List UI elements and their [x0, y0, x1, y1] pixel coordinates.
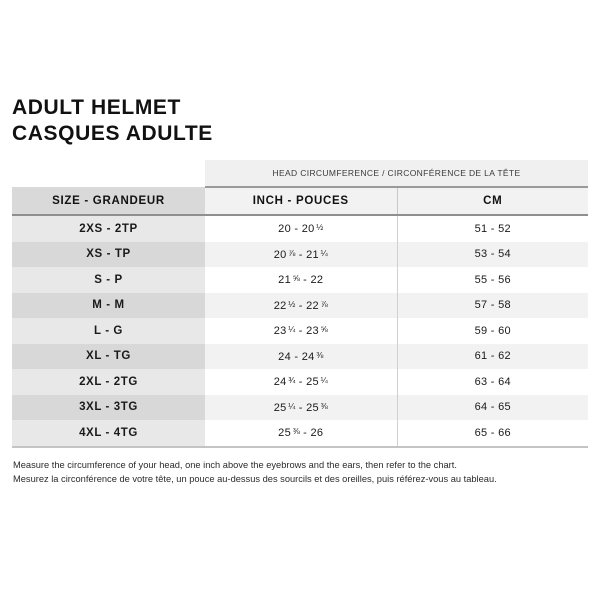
cell-inch: 20 ⅞ - 21 ¼ — [205, 241, 397, 267]
cell-size: XS - TP — [12, 241, 205, 267]
table-row: M - M 22 ½ - 22 ⅞ 57 - 58 — [12, 292, 588, 318]
table-row: XS - TP 20 ⅞ - 21 ¼ 53 - 54 — [12, 241, 588, 267]
table-row: 4XL - 4TG 25 ⅜ - 26 65 - 66 — [12, 420, 588, 448]
cell-inch: 21 ⅝ - 22 — [205, 267, 397, 293]
table-row: 3XL - 3TG 25 ¼ - 25 ⅜ 64 - 65 — [12, 394, 588, 420]
cell-size: 2XS - 2TP — [12, 215, 205, 242]
size-chart-table: HEAD CIRCUMFERENCE / CIRCONFÉRENCE DE LA… — [12, 160, 588, 448]
cell-cm: 55 - 56 — [396, 267, 588, 293]
cell-inch: 22 ½ - 22 ⅞ — [205, 292, 397, 318]
cell-inch: 25 ¼ - 25 ⅜ — [205, 394, 397, 420]
cell-cm: 63 - 64 — [396, 369, 588, 395]
cell-cm: 57 - 58 — [396, 292, 588, 318]
title-line-fr: CASQUES ADULTE — [12, 122, 213, 145]
cell-cm: 51 - 52 — [396, 215, 588, 242]
column-header-inch: INCH - POUCES — [205, 187, 397, 216]
column-header-cm: CM — [396, 187, 588, 216]
footnote-line-en: Measure the circumference of your head, … — [13, 460, 457, 470]
cell-size: M - M — [12, 292, 205, 318]
table-group-header-row: HEAD CIRCUMFERENCE / CIRCONFÉRENCE DE LA… — [12, 160, 588, 188]
footnote: Measure the circumference of your head, … — [13, 459, 589, 486]
cell-inch: 20 - 20 ½ — [205, 215, 397, 242]
cell-cm: 59 - 60 — [396, 318, 588, 344]
footnote-line-fr: Mesurez la circonférence de votre tête, … — [13, 473, 497, 484]
table-row: XL - TG 24 - 24 ⅜ 61 - 62 — [12, 343, 588, 369]
table-row: L - G 23 ¼ - 23 ⅝ 59 - 60 — [12, 318, 588, 344]
table-row: S - P 21 ⅝ - 22 55 - 56 — [12, 267, 588, 293]
cell-inch: 24 ¾ - 25 ¼ — [205, 369, 397, 395]
table-row: 2XS - 2TP 20 - 20 ½ 51 - 52 — [12, 215, 588, 242]
group-header-spacer — [12, 160, 205, 187]
cell-inch: 24 - 24 ⅜ — [205, 343, 397, 369]
table-column-header-row: SIZE - GRANDEUR INCH - POUCES CM — [12, 187, 588, 216]
cell-size: XL - TG — [12, 343, 205, 369]
group-header-head-circumference: HEAD CIRCUMFERENCE / CIRCONFÉRENCE DE LA… — [205, 160, 588, 188]
cell-cm: 61 - 62 — [396, 343, 588, 369]
cell-size: 3XL - 3TG — [12, 394, 205, 420]
column-header-size: SIZE - GRANDEUR — [12, 187, 205, 216]
cell-inch: 25 ⅜ - 26 — [205, 420, 397, 448]
page-title: ADULT HELMET CASQUES ADULTE — [12, 95, 572, 147]
table-body: 2XS - 2TP 20 - 20 ½ 51 - 52 XS - TP 20 ⅞ - 2… — [12, 215, 588, 448]
title-line-en: ADULT HELMET — [12, 96, 181, 119]
cell-size: 2XL - 2TG — [12, 369, 205, 395]
cell-cm: 65 - 66 — [396, 420, 588, 448]
cell-size: 4XL - 4TG — [12, 420, 205, 448]
cell-size: L - G — [12, 318, 205, 344]
cell-size: S - P — [12, 267, 205, 293]
table-header: HEAD CIRCUMFERENCE / CIRCONFÉRENCE DE LA… — [12, 160, 588, 216]
cell-inch: 23 ¼ - 23 ⅝ — [205, 318, 397, 344]
cell-cm: 53 - 54 — [396, 241, 588, 267]
table-row: 2XL - 2TG 24 ¾ - 25 ¼ 63 - 64 — [12, 369, 588, 395]
cell-cm: 64 - 65 — [396, 394, 588, 420]
